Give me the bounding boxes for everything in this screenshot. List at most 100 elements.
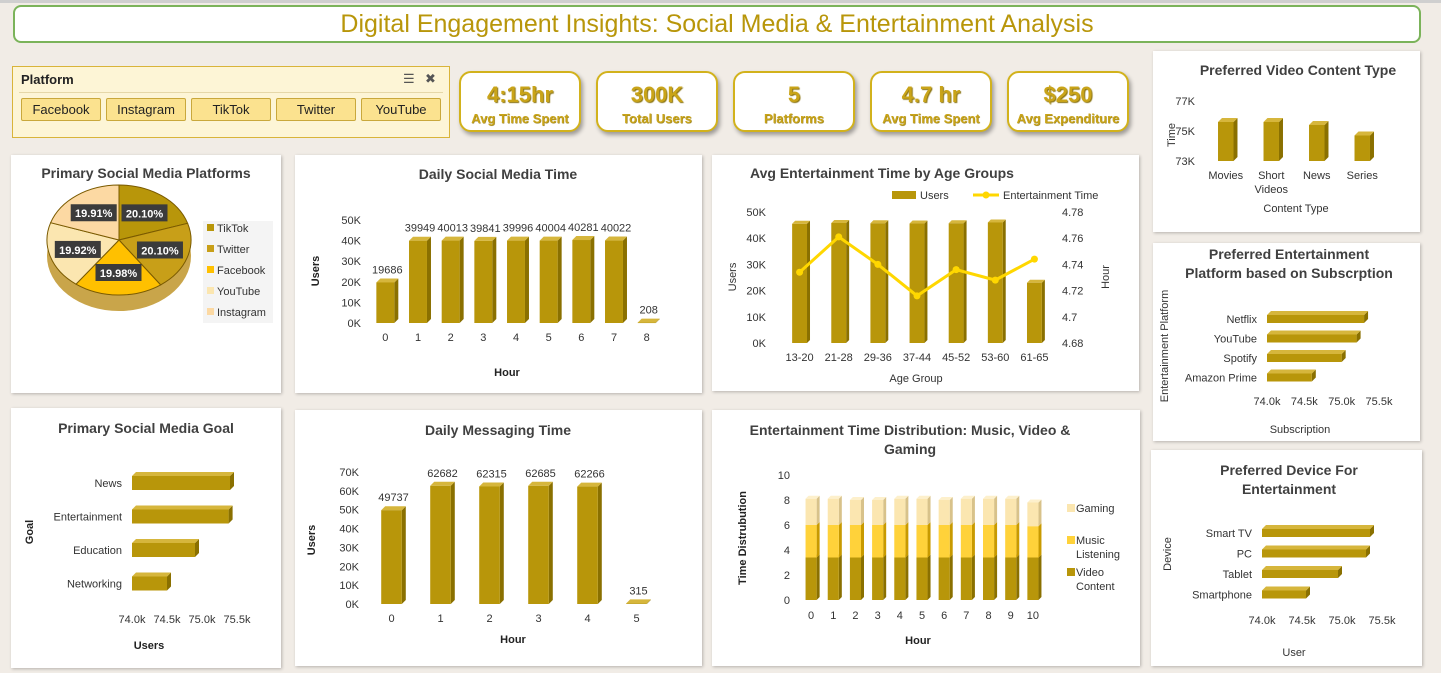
bar-top — [605, 236, 627, 241]
legend-label: Content — [1076, 581, 1115, 593]
bar-segment — [805, 557, 817, 600]
axis-title-y: Goal — [24, 520, 36, 544]
y2-tick-label: 4.74 — [1062, 259, 1083, 271]
y2-tick-label: 4.78 — [1062, 207, 1083, 219]
y-tick-label: Education — [73, 545, 122, 557]
bar-top — [909, 220, 928, 224]
bar — [441, 240, 460, 323]
x-tick-label: 7 — [963, 610, 969, 622]
bar-top — [1262, 525, 1374, 529]
slicer-item-instagram[interactable]: Instagram — [106, 98, 186, 121]
y2-tick-label: 4.7 — [1062, 312, 1077, 324]
x-tick-label: 75.0k — [1329, 615, 1356, 627]
bar-segment-top — [960, 495, 975, 499]
slicer-item-youtube[interactable]: YouTube — [361, 98, 441, 121]
bar-top — [1309, 121, 1329, 125]
bar — [1262, 549, 1366, 558]
bar-segment — [1027, 557, 1039, 600]
y-tick-label: 6 — [784, 520, 790, 532]
data-label: 39949 — [405, 223, 436, 235]
bar-segment-side — [1038, 554, 1042, 600]
bar-top — [1026, 279, 1045, 283]
bar-side — [459, 236, 464, 323]
chart-title: Platform based on Subscrption — [1185, 265, 1393, 281]
bar-segment-side — [927, 495, 931, 525]
slicer-item-twitter[interactable]: Twitter — [276, 98, 356, 121]
bar-segment-top — [1027, 499, 1042, 503]
bar-side — [1324, 121, 1329, 161]
chart-panel-pie: Primary Social Media Platforms 20.10% 20.1… — [11, 155, 281, 393]
bar — [1262, 590, 1306, 599]
x-tick-label: 0 — [382, 332, 388, 344]
chart-panel-video-content: Preferred Video Content Type 73K 75K 77K Mov… — [1153, 51, 1420, 232]
x-tick-label: 1 — [437, 613, 443, 625]
y2-tick-label: 4.68 — [1062, 338, 1083, 350]
line-point — [796, 268, 804, 276]
x-tick-label: 53-60 — [981, 352, 1009, 364]
chart-title: Primary Social Media Platforms — [41, 165, 251, 181]
bar-top — [1267, 350, 1346, 354]
bar-side — [646, 599, 651, 604]
bar-top — [1218, 118, 1238, 122]
y-tick-label: YouTube — [1214, 334, 1257, 346]
x-tick-label: Videos — [1255, 184, 1289, 196]
x-tick-label: 75.0k — [1328, 396, 1355, 408]
bar-segment-side — [994, 495, 998, 525]
bar-top — [507, 236, 529, 241]
bar-top — [637, 318, 660, 323]
data-label-box — [121, 204, 168, 222]
data-label: 62315 — [476, 468, 507, 480]
bar-top — [528, 481, 553, 486]
x-tick-label: 75.0k — [189, 614, 216, 626]
legend-label: Video — [1076, 567, 1104, 579]
y-tick-label: 60K — [339, 486, 359, 498]
data-label: 62682 — [427, 468, 458, 480]
y-tick-label: Amazon Prime — [1185, 373, 1257, 385]
x-tick-label: 61-65 — [1020, 352, 1048, 364]
chart-title: Entertainment — [1242, 481, 1336, 497]
daily-social-chart: Daily Social Media Time 0K 10K 20K 30K 40K 50K… — [310, 166, 660, 379]
clear-filter-icon[interactable]: ✖ — [425, 71, 436, 86]
legend-label: Music — [1076, 535, 1105, 547]
bar-segment — [805, 498, 817, 525]
x-tick-label: 45-52 — [942, 352, 970, 364]
bar-top — [132, 505, 233, 510]
slicer-item-tiktok[interactable]: TikTok — [191, 98, 271, 121]
bar — [381, 510, 402, 604]
bar-segment — [849, 557, 861, 600]
chart-panel-goal: Primary Social Media Goal News Entertainme… — [11, 408, 281, 668]
bar-top — [1267, 330, 1361, 335]
slicer-item-facebook[interactable]: Facebook — [21, 98, 101, 121]
platform-slicer[interactable]: Platform ☰ ✖ Facebook Instagram TikTok T… — [12, 66, 450, 138]
bar-side — [195, 539, 199, 557]
bar-segment — [960, 557, 972, 600]
x-tick-label: 13-20 — [786, 352, 814, 364]
bar — [792, 223, 808, 343]
bar-segment-side — [861, 497, 864, 525]
data-label: 208 — [639, 305, 657, 317]
y-tick-label: 40K — [746, 233, 766, 245]
x-tick-label: 74.0k — [1254, 396, 1281, 408]
chart-title: Entertainment Time Distribution: Music, … — [750, 422, 1071, 438]
data-label: 40004 — [535, 223, 566, 235]
pie-chart: Primary Social Media Platforms 20.10% 20.1… — [41, 165, 273, 323]
multi-select-icon[interactable]: ☰ — [403, 71, 415, 86]
y-tick-label: 0K — [753, 338, 767, 350]
bar-segment-top — [805, 495, 820, 499]
line-point — [991, 276, 999, 284]
bar-side — [548, 481, 553, 604]
dashboard-title: Digital Engagement Insights: Social Medi… — [13, 5, 1421, 43]
bar-segment-side — [994, 554, 998, 600]
axis-title-y: Users — [727, 262, 739, 291]
line-point — [952, 266, 960, 274]
legend-label: Instagram — [217, 307, 266, 319]
bar — [626, 603, 647, 604]
bar-top — [376, 278, 399, 283]
bar — [132, 543, 195, 557]
kpi-label: Platforms — [764, 111, 824, 126]
data-label: 39996 — [503, 223, 534, 235]
y-tick-label: 40K — [341, 236, 361, 248]
video-content-chart: Preferred Video Content Type 73K 75K 77K Mov… — [1166, 62, 1396, 215]
bar — [430, 485, 451, 604]
bar — [528, 485, 549, 604]
